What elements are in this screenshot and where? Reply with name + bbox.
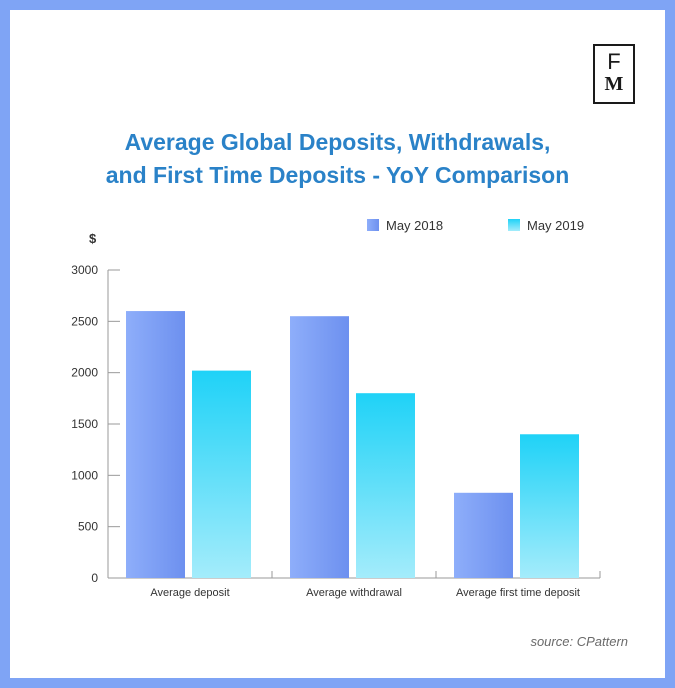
y-tick-label: 0 xyxy=(91,571,98,585)
source-note: source: CPattern xyxy=(530,634,628,649)
bar-may-2018: May 2018 — Average deposit: 2600 xyxy=(126,311,185,578)
legend-label: May 2018 xyxy=(386,218,443,233)
bar-may-2019: May 2019 — Average first time deposit: 1… xyxy=(520,434,579,578)
legend-label: May 2019 xyxy=(527,218,584,233)
legend-swatch xyxy=(508,219,520,231)
y-tick-label: 3000 xyxy=(71,263,98,277)
x-category-label: Average withdrawal xyxy=(306,587,402,599)
y-tick-label: 1500 xyxy=(71,417,98,431)
logo-letter-m: M xyxy=(604,73,624,95)
chart-title-line-2: and First Time Deposits - YoY Comparison xyxy=(105,162,570,188)
bar-may-2018: May 2018 — Average first time deposit: 8… xyxy=(454,492,513,578)
bar-may-2018: May 2018 — Average withdrawal: 2550 xyxy=(290,316,349,578)
x-category-label: Average first time deposit xyxy=(456,587,580,599)
bar-may-2019: May 2019 — Average withdrawal: 1800 xyxy=(356,393,415,578)
x-category-label: Average deposit xyxy=(150,587,229,599)
legend-swatch xyxy=(367,219,379,231)
chart-title: Average Global Deposits, Withdrawals, an… xyxy=(0,126,675,192)
y-tick-label: 2500 xyxy=(71,314,98,328)
y-axis-label: $ xyxy=(89,231,97,246)
logo-letter-f: F xyxy=(607,49,621,74)
y-tick-label: 2000 xyxy=(71,366,98,380)
bar-may-2019: May 2019 — Average deposit: 2020 xyxy=(192,370,251,578)
chart-title-line-1: Average Global Deposits, Withdrawals, xyxy=(124,129,551,155)
fm-logo: F M xyxy=(593,44,635,104)
y-tick-label: 500 xyxy=(78,520,98,534)
y-tick-label: 1000 xyxy=(71,468,98,482)
